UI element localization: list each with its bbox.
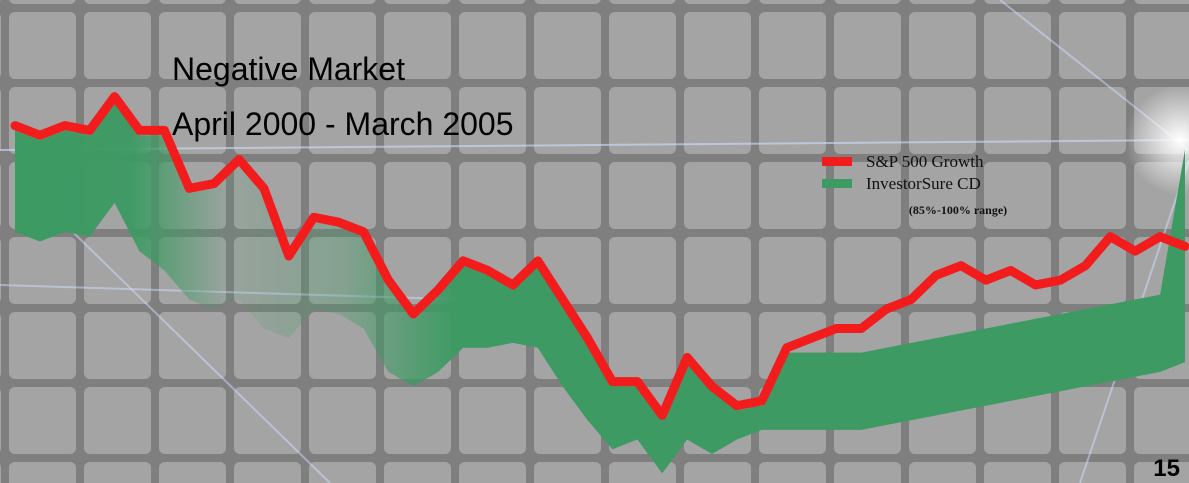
chart-title: April 2000 - March 2005 [172,106,514,142]
page-number: 15 [1153,455,1180,482]
legend-swatch [822,179,852,188]
legend-label: InvestorSure CD [866,174,981,193]
legend-label: S&P 500 Growth [866,152,984,171]
legend: S&P 500 Growth InvestorSure CD (85%-100% r… [822,152,1007,217]
light-beam [39,199,331,483]
legend-note: (85%-100% range) [909,203,1007,217]
legend-swatch [822,157,852,166]
light-beam [0,139,1189,151]
range-band [15,101,1185,474]
plot [10,92,1189,474]
line [10,92,1189,420]
chart-title: Negative Market [172,51,405,87]
glow [1125,85,1189,195]
